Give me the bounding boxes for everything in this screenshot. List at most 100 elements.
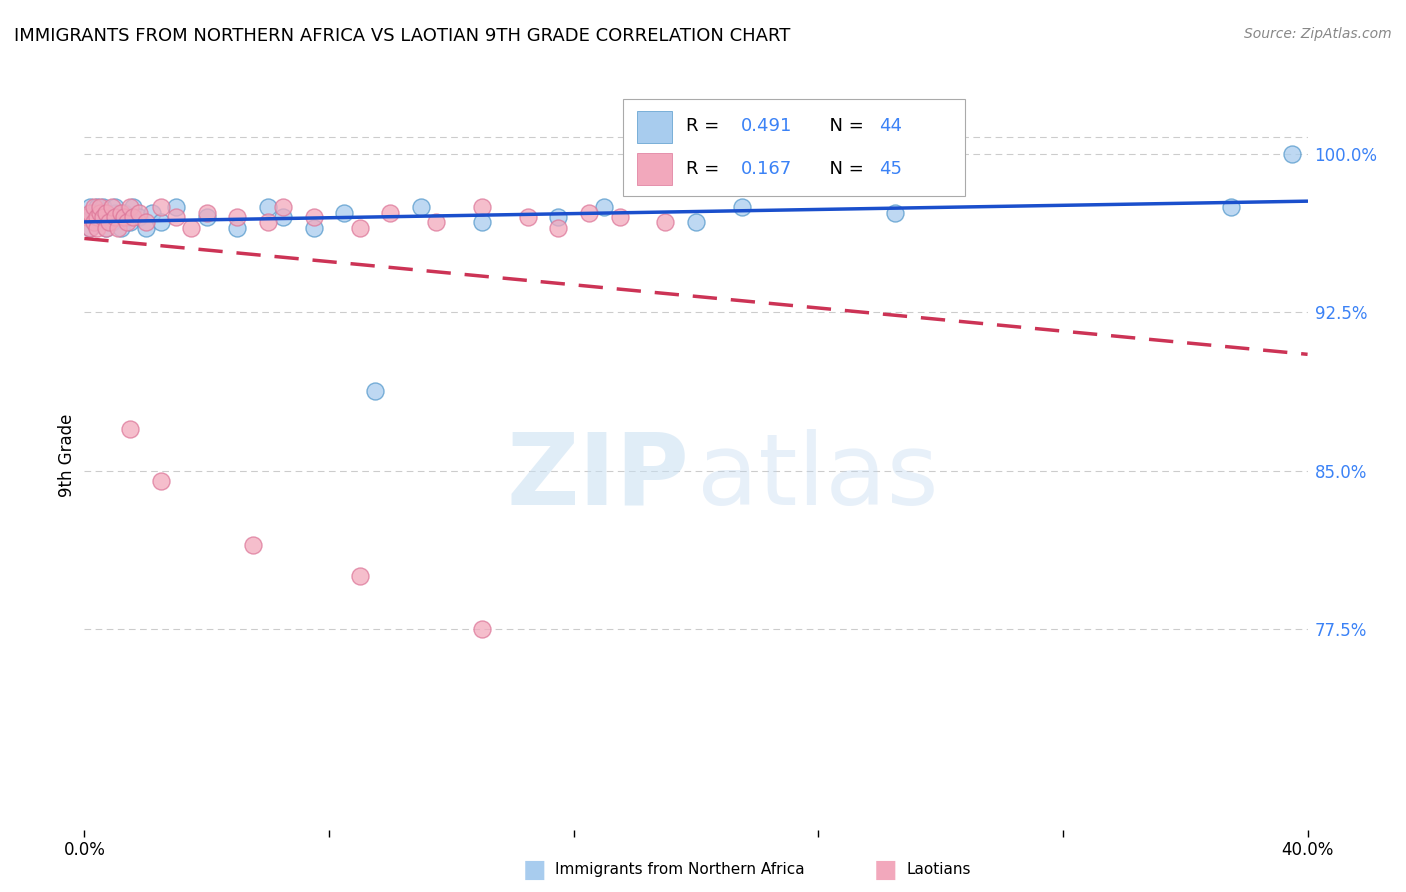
Point <box>101 200 124 214</box>
Point <box>97 211 120 225</box>
Point <box>110 206 132 220</box>
Y-axis label: 9th Grade: 9th Grade <box>58 413 76 497</box>
Point <box>104 211 127 225</box>
Point <box>89 215 111 229</box>
Point <box>110 221 132 235</box>
Point <box>91 200 114 214</box>
Point <box>149 475 172 489</box>
Point <box>141 206 163 220</box>
Point <box>471 215 494 229</box>
Point <box>180 221 202 235</box>
Point <box>302 221 325 235</box>
Point <box>195 211 218 225</box>
Point <box>89 200 111 214</box>
Point <box>128 211 150 225</box>
Point <box>79 206 101 220</box>
Point <box>122 200 145 214</box>
Point <box>349 221 371 235</box>
Point <box>609 211 631 225</box>
Point <box>654 215 676 229</box>
Text: R =: R = <box>686 117 725 136</box>
Point <box>112 206 135 220</box>
Point <box>883 206 905 220</box>
FancyBboxPatch shape <box>623 99 965 196</box>
Text: N =: N = <box>818 161 870 178</box>
Text: atlas: atlas <box>697 429 939 526</box>
Point <box>257 200 280 214</box>
Text: 45: 45 <box>880 161 903 178</box>
Point <box>471 622 494 636</box>
Point <box>86 211 108 225</box>
Point <box>165 200 187 214</box>
FancyBboxPatch shape <box>637 153 672 185</box>
Point <box>195 206 218 220</box>
Point <box>115 215 138 229</box>
Text: ■: ■ <box>523 858 546 881</box>
FancyBboxPatch shape <box>637 111 672 143</box>
Point <box>120 421 142 435</box>
Point <box>83 215 105 229</box>
Point <box>91 211 114 225</box>
Point <box>86 211 108 225</box>
Point <box>242 538 264 552</box>
Point <box>685 215 707 229</box>
Point <box>107 221 129 235</box>
Text: R =: R = <box>686 161 725 178</box>
Point <box>135 221 157 235</box>
Point <box>107 211 129 225</box>
Point <box>547 211 569 225</box>
Point <box>731 200 754 214</box>
Point <box>86 200 108 214</box>
Point <box>226 221 249 235</box>
Point <box>516 211 538 225</box>
Text: 0.167: 0.167 <box>741 161 793 178</box>
Text: Immigrants from Northern Africa: Immigrants from Northern Africa <box>555 863 806 877</box>
Point <box>578 206 600 220</box>
Point <box>94 206 117 220</box>
Point <box>83 215 105 229</box>
Point <box>547 221 569 235</box>
Point <box>349 569 371 583</box>
Text: Source: ZipAtlas.com: Source: ZipAtlas.com <box>1244 27 1392 41</box>
Point <box>91 211 114 225</box>
Text: 44: 44 <box>880 117 903 136</box>
Point <box>120 200 142 214</box>
Point <box>302 211 325 225</box>
Text: ZIP: ZIP <box>506 429 689 526</box>
Text: 0.491: 0.491 <box>741 117 793 136</box>
Point <box>380 206 402 220</box>
Point <box>89 204 111 219</box>
Point <box>79 221 101 235</box>
Point <box>89 206 111 220</box>
Point <box>83 206 105 220</box>
Point <box>120 215 142 229</box>
Point <box>593 200 616 214</box>
Point <box>94 206 117 220</box>
Point <box>97 215 120 229</box>
Point <box>101 215 124 229</box>
Point <box>333 206 356 220</box>
Point <box>425 215 447 229</box>
Point <box>122 211 145 225</box>
Point <box>364 384 387 398</box>
Point <box>257 215 280 229</box>
Point <box>79 200 101 214</box>
Point <box>226 211 249 225</box>
Point <box>271 200 294 214</box>
Point <box>1281 147 1303 161</box>
Point <box>128 206 150 220</box>
Text: N =: N = <box>818 117 870 136</box>
Point <box>79 221 101 235</box>
Point <box>104 206 127 220</box>
Point <box>76 211 98 225</box>
Point <box>115 211 138 225</box>
Text: IMMIGRANTS FROM NORTHERN AFRICA VS LAOTIAN 9TH GRADE CORRELATION CHART: IMMIGRANTS FROM NORTHERN AFRICA VS LAOTI… <box>14 27 790 45</box>
Point <box>94 221 117 235</box>
Point <box>409 200 432 214</box>
Point <box>112 211 135 225</box>
Point <box>94 221 117 235</box>
Text: ■: ■ <box>875 858 897 881</box>
Text: Laotians: Laotians <box>907 863 972 877</box>
Point <box>271 211 294 225</box>
Point <box>135 215 157 229</box>
